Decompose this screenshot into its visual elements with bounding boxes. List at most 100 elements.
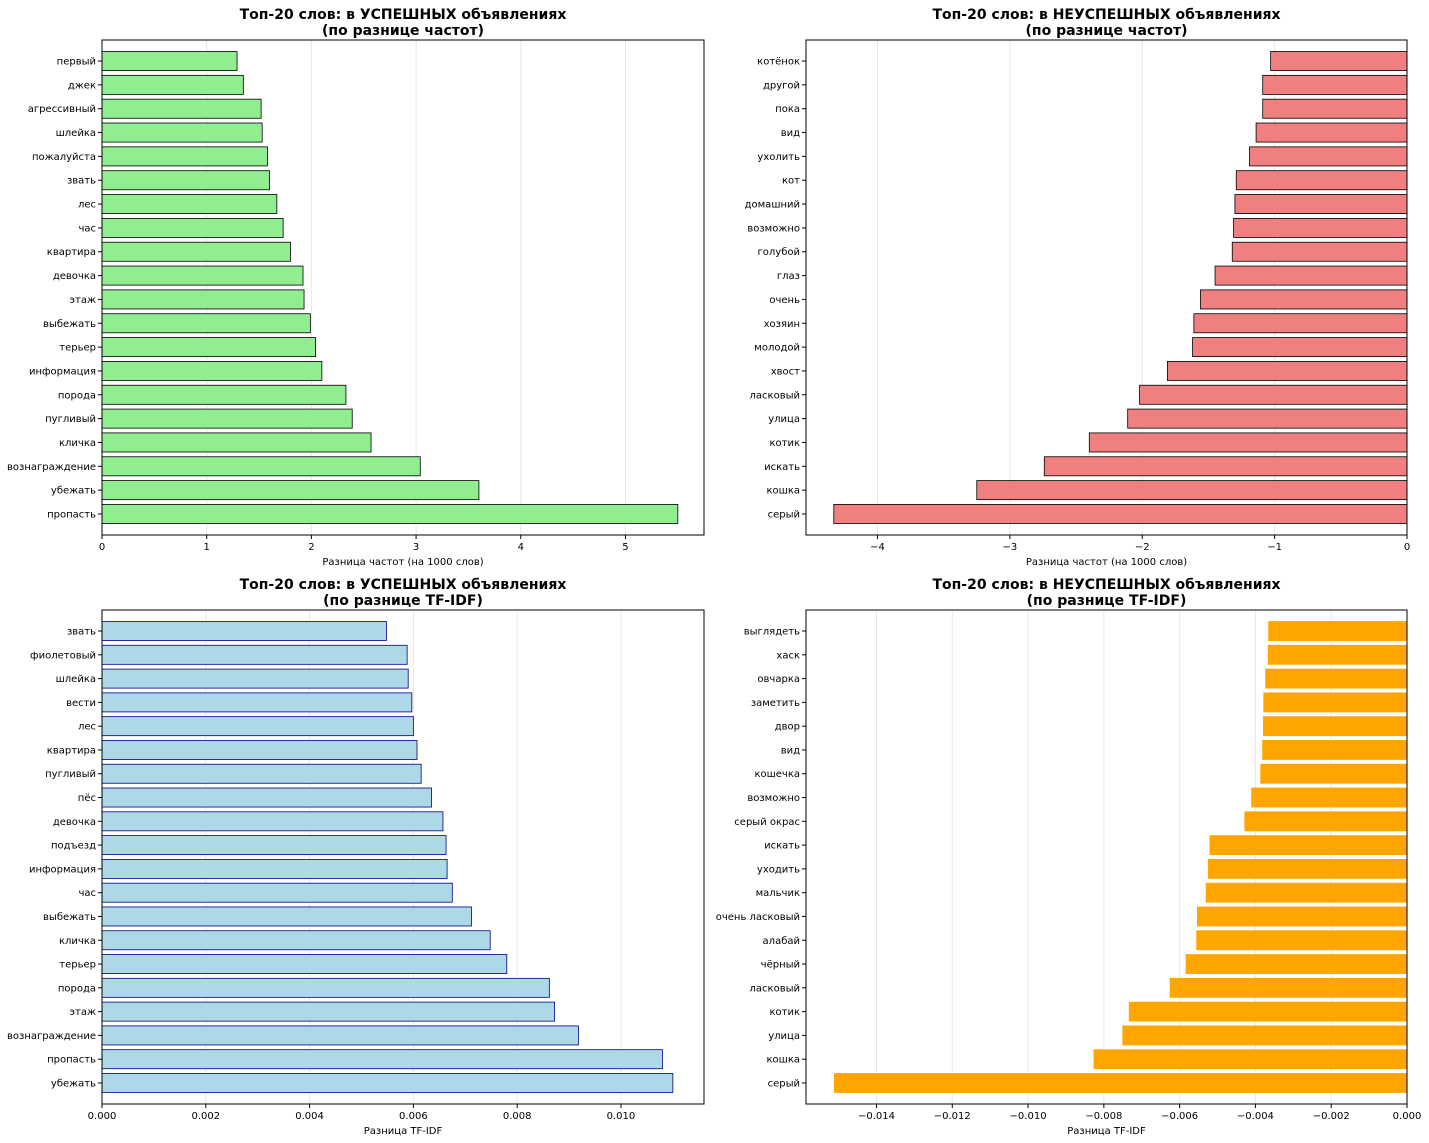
chart-title-line: (по разнице частот) — [322, 23, 484, 39]
x-tick-label: 4 — [518, 542, 524, 553]
category-label: серый — [768, 509, 800, 520]
category-label: заметить — [751, 698, 800, 709]
x-tick-label: −1 — [1267, 542, 1282, 553]
bar — [1169, 977, 1408, 998]
bar — [101, 763, 422, 784]
category-label: домашний — [745, 200, 800, 211]
chart-title-line: (по разнице частот) — [1026, 23, 1188, 39]
gridlines — [875, 610, 1408, 1104]
bar — [101, 858, 448, 879]
bar — [101, 787, 432, 808]
bar — [101, 644, 408, 665]
category-label: улица — [768, 1031, 800, 1042]
x-tick-label: 0.004 — [295, 1111, 324, 1122]
x-axis-label: Разница частот (на 1000 слов) — [322, 557, 483, 568]
panel-success-tfidf: звать фиолетовый шлейка вести лес квартира пуг… — [7, 577, 705, 1137]
x-tick-label: 0.002 — [191, 1111, 220, 1122]
bar — [101, 1073, 674, 1093]
category-label: лес — [78, 200, 96, 211]
chart-title-line: (по разнице TF-IDF) — [1027, 593, 1187, 609]
bar — [1255, 122, 1408, 143]
x-tick-label: 0.000 — [1393, 1111, 1422, 1122]
category-label: котёнок — [757, 57, 800, 68]
bar — [101, 432, 372, 453]
x-tick-label: 0 — [1404, 542, 1410, 553]
bar — [1270, 51, 1408, 71]
x-tick-label: −0.004 — [1237, 1111, 1274, 1122]
chart-title: Топ-20 слов: в НЕУСПЕШНЫХ объявлениях (по… — [932, 577, 1280, 609]
bar — [1209, 835, 1408, 856]
category-label: вид — [781, 128, 800, 139]
axes-frame — [805, 39, 1408, 536]
chart-title-line: Топ-20 слов: в УСПЕШНЫХ объявлениях — [240, 577, 567, 593]
category-label: улица — [768, 414, 800, 425]
chart-title-line: Топ-20 слов: в НЕУСПЕШНЫХ объявлениях — [932, 577, 1280, 593]
bar — [101, 954, 508, 974]
x-tick-label: −2 — [1135, 542, 1150, 553]
bar — [101, 480, 480, 501]
bar — [101, 456, 421, 477]
bar — [976, 480, 1408, 501]
category-label: двор — [775, 722, 800, 733]
category-label: хвост — [771, 366, 800, 377]
bar — [101, 906, 472, 927]
bar — [1197, 906, 1408, 927]
bar — [101, 977, 550, 998]
bar — [101, 811, 444, 832]
category-label: вид — [781, 745, 800, 756]
bar — [1166, 360, 1408, 381]
bar — [101, 51, 238, 71]
bar — [101, 882, 453, 903]
x-axis-label: Разница частот (на 1000 слов) — [1026, 557, 1187, 568]
x-tick-label: −0.014 — [858, 1111, 895, 1122]
x-tick-label: −0.002 — [1313, 1111, 1350, 1122]
chart-title: Топ-20 слов: в УСПЕШНЫХ объявлениях (по р… — [240, 577, 567, 609]
category-label: другой — [763, 80, 800, 91]
bar — [1185, 954, 1408, 974]
bar — [101, 1049, 663, 1070]
category-label: возможно — [747, 793, 800, 804]
bar — [1196, 930, 1408, 951]
axes-frame — [805, 609, 1408, 1105]
bar — [1127, 408, 1408, 429]
category-label: кошка — [767, 486, 800, 497]
x-tick-label: −3 — [1002, 542, 1017, 553]
x-tick-label: −0.012 — [934, 1111, 971, 1122]
category-label: убежать — [51, 486, 96, 497]
bar — [101, 621, 387, 641]
bar — [1262, 740, 1408, 760]
category-label: кот — [782, 176, 800, 187]
x-tick-label: 5 — [622, 542, 628, 553]
bar — [1193, 313, 1408, 334]
bar — [101, 146, 268, 167]
bar — [101, 1001, 555, 1022]
category-label: девочка — [53, 271, 96, 282]
x-tick-label: 1 — [204, 542, 210, 553]
bar — [1128, 1001, 1408, 1022]
category-label: пугливый — [45, 769, 96, 780]
bar — [1043, 456, 1408, 477]
chart-title-line: Топ-20 слов: в УСПЕШНЫХ объявлениях — [240, 7, 567, 23]
category-label: фиолетовый — [30, 650, 96, 661]
category-label: ухолить — [757, 152, 800, 163]
panel-success-freq: первый джек агрессивный шлейка пожалуйста зва… — [7, 7, 705, 568]
bar — [1122, 1025, 1408, 1046]
bar — [101, 265, 304, 286]
category-label: пропасть — [47, 1055, 96, 1066]
bar — [101, 122, 263, 143]
category-label: этаж — [70, 1007, 96, 1018]
category-label: пропасть — [47, 509, 96, 520]
chart-title-line: (по разнице TF-IDF) — [323, 593, 483, 609]
bar — [1200, 289, 1408, 310]
bar — [1265, 668, 1408, 689]
bar — [1244, 811, 1408, 832]
x-tick-label: −4 — [870, 542, 885, 553]
bar — [1234, 194, 1408, 215]
category-label: информация — [29, 366, 96, 377]
x-tick-label: 2 — [308, 542, 314, 553]
x-axis-label: Разница TF-IDF — [1067, 1126, 1146, 1137]
category-label: звать — [67, 627, 96, 638]
axes-frame — [101, 39, 705, 536]
bar — [1088, 432, 1408, 453]
bar — [101, 692, 413, 713]
